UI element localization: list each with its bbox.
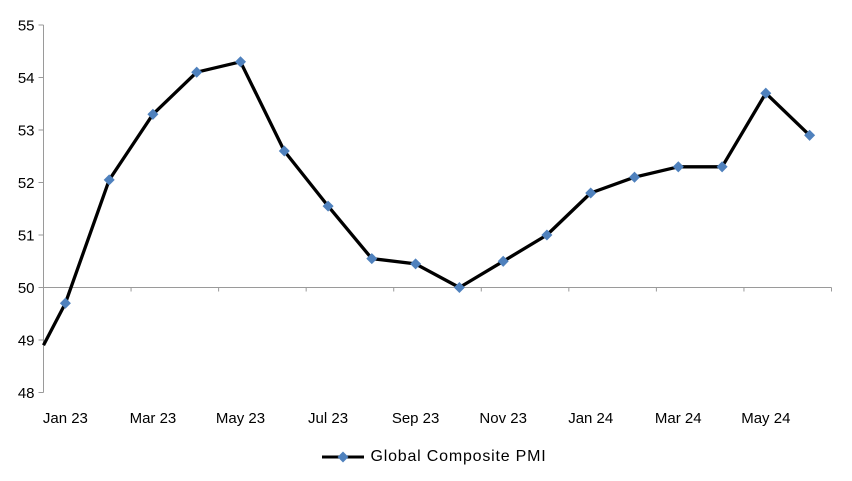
x-tick-label: Jan 24 (568, 410, 613, 427)
data-point-marker (672, 161, 684, 173)
data-point-marker (585, 187, 597, 199)
x-tick-label: May 24 (741, 410, 790, 427)
y-tick-label: 49 (18, 333, 35, 350)
plot-area: 48 49 50 51 52 53 54 55 Jan 23 Mar 23 May 23 Jul 23… (18, 18, 832, 427)
legend-marker-icon (337, 451, 349, 463)
legend-label: Global Composite PMI (370, 448, 547, 465)
y-tick-label: 52 (18, 175, 35, 192)
x-tick-label: May 23 (216, 410, 265, 427)
y-tick-label: 48 (18, 385, 35, 402)
data-point-marker (541, 229, 553, 241)
x-tick-label: Jan 23 (43, 410, 88, 427)
y-tick-label: 51 (18, 228, 35, 245)
legend-key (322, 451, 365, 463)
series-line (42, 60, 811, 347)
data-point-marker (716, 161, 728, 173)
chart-legend: Global Composite PMI (8, 445, 852, 469)
data-point-marker (234, 56, 247, 68)
y-tick-label: 55 (18, 18, 35, 35)
y-tick-label: 54 (18, 70, 35, 87)
x-tick-label: Nov 23 (479, 410, 527, 427)
x-tick-label: Jul 23 (308, 410, 348, 427)
data-point-marker (760, 87, 772, 99)
data-point-marker (804, 129, 816, 141)
y-tick-label: 50 (18, 280, 35, 297)
x-tick-label: Mar 23 (130, 410, 177, 427)
data-point-marker (628, 171, 641, 183)
x-tick-label: Mar 24 (655, 410, 702, 427)
x-tick-label: Sep 23 (392, 410, 440, 427)
y-tick-label: 53 (18, 123, 35, 140)
